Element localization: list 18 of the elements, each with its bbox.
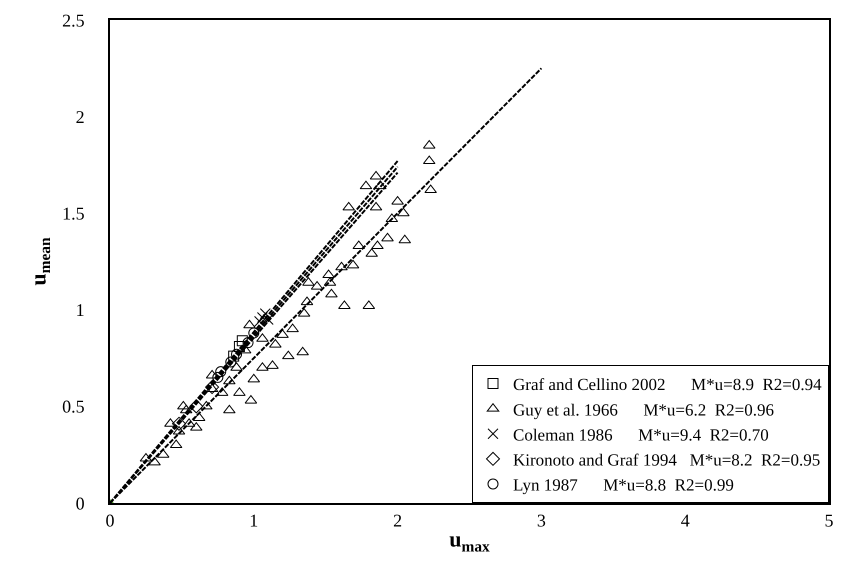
legend-label: Lyn 1987 M*u=8.8 R2=0.99 [513,476,734,495]
y-tick-label: 0.5 [62,396,85,417]
x-tick-label: 4 [680,510,690,530]
x-axis-title: u$_{max}$ [449,526,490,556]
legend-label: Kironoto and Graf 1994 M*u=8.2 R2=0.95 [513,450,820,470]
x-tick-label: 2 [393,510,402,530]
y-tick-label: 2 [76,106,85,127]
y-tick-label: 0 [76,493,85,514]
x-tick-label: 0 [106,510,114,530]
x-tick-label: 1 [249,510,258,530]
y-tick-label: 1.5 [62,204,85,224]
legend-label: Guy et al. 1966 M*u=6.2 R2=0.96 [513,400,774,420]
legend-label: Coleman 1986 M*u=9.4 R2=0.70 [513,425,769,444]
y-tick-label: 1 [76,300,85,320]
legend-label: Graf and Cellino 2002 M*u=8.9 R2=0.94 [513,375,822,394]
y-tick-label: 2.5 [62,10,85,30]
x-tick-label: 3 [536,510,546,530]
x-tick-label: 5 [824,510,834,530]
